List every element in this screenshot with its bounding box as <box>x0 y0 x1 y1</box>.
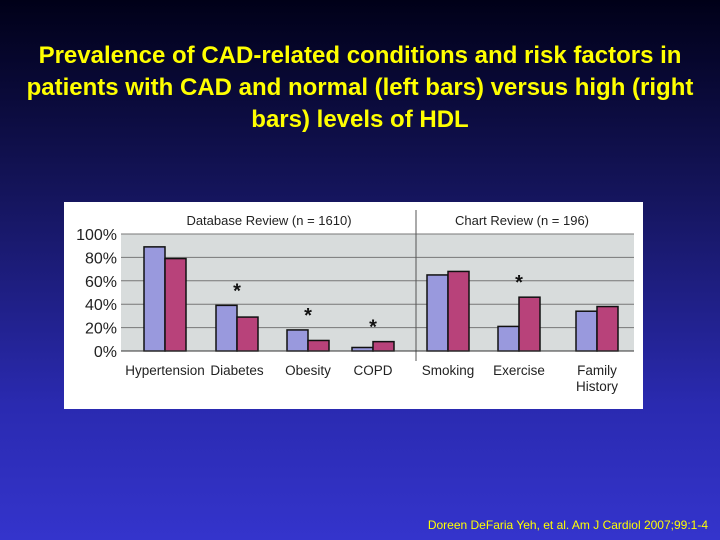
significance-marker: * <box>369 317 377 339</box>
bar-high-hdl <box>236 316 259 352</box>
x-tick-label: History <box>576 379 618 394</box>
bar-normal-hdl <box>497 325 520 352</box>
bar-normal-hdl <box>286 329 309 352</box>
bar-normal-hdl <box>426 274 449 352</box>
y-tick-label: 100% <box>76 227 117 244</box>
bar-normal-hdl <box>143 246 166 352</box>
chart: 0% 20% 40% 60% 80% 100% Database Review (n = 1… <box>64 202 643 409</box>
bar-high-hdl <box>372 340 395 352</box>
plot-area <box>121 234 634 351</box>
significance-marker: * <box>304 305 312 327</box>
chart-svg: 0% 20% 40% 60% 80% 100% Database Review (n = 1… <box>76 210 634 394</box>
bar-high-hdl <box>307 339 330 352</box>
bar-high-hdl <box>164 257 187 352</box>
y-tick-label: 20% <box>85 321 117 338</box>
y-tick-label: 60% <box>85 274 117 291</box>
group-label: Chart Review (n = 196) <box>455 213 589 228</box>
x-tick-label: Diabetes <box>210 363 264 378</box>
bar-normal-hdl <box>351 346 374 352</box>
slide-title: Prevalence of CAD-related conditions and… <box>26 42 694 133</box>
citation: Doreen DeFaria Yeh, et al. Am J Cardiol … <box>427 518 708 532</box>
x-tick-label: Exercise <box>493 363 545 378</box>
group-label: Database Review (n = 1610) <box>186 213 351 228</box>
x-tick-label: Family <box>577 363 617 378</box>
y-tick-label: 40% <box>85 297 117 314</box>
x-tick-label: Smoking <box>422 363 475 378</box>
y-tick-label: 80% <box>85 250 117 267</box>
y-tick-label: 0% <box>94 344 117 361</box>
significance-marker: * <box>515 272 523 294</box>
bar-high-hdl <box>447 270 470 352</box>
x-tick-label: COPD <box>353 363 392 378</box>
x-tick-label: Obesity <box>285 363 331 378</box>
x-tick-label: Hypertension <box>125 363 205 378</box>
bar-high-hdl <box>518 296 541 352</box>
bar-high-hdl <box>596 305 619 352</box>
bar-normal-hdl <box>575 310 598 352</box>
significance-marker: * <box>233 280 241 302</box>
bar-normal-hdl <box>215 304 238 352</box>
